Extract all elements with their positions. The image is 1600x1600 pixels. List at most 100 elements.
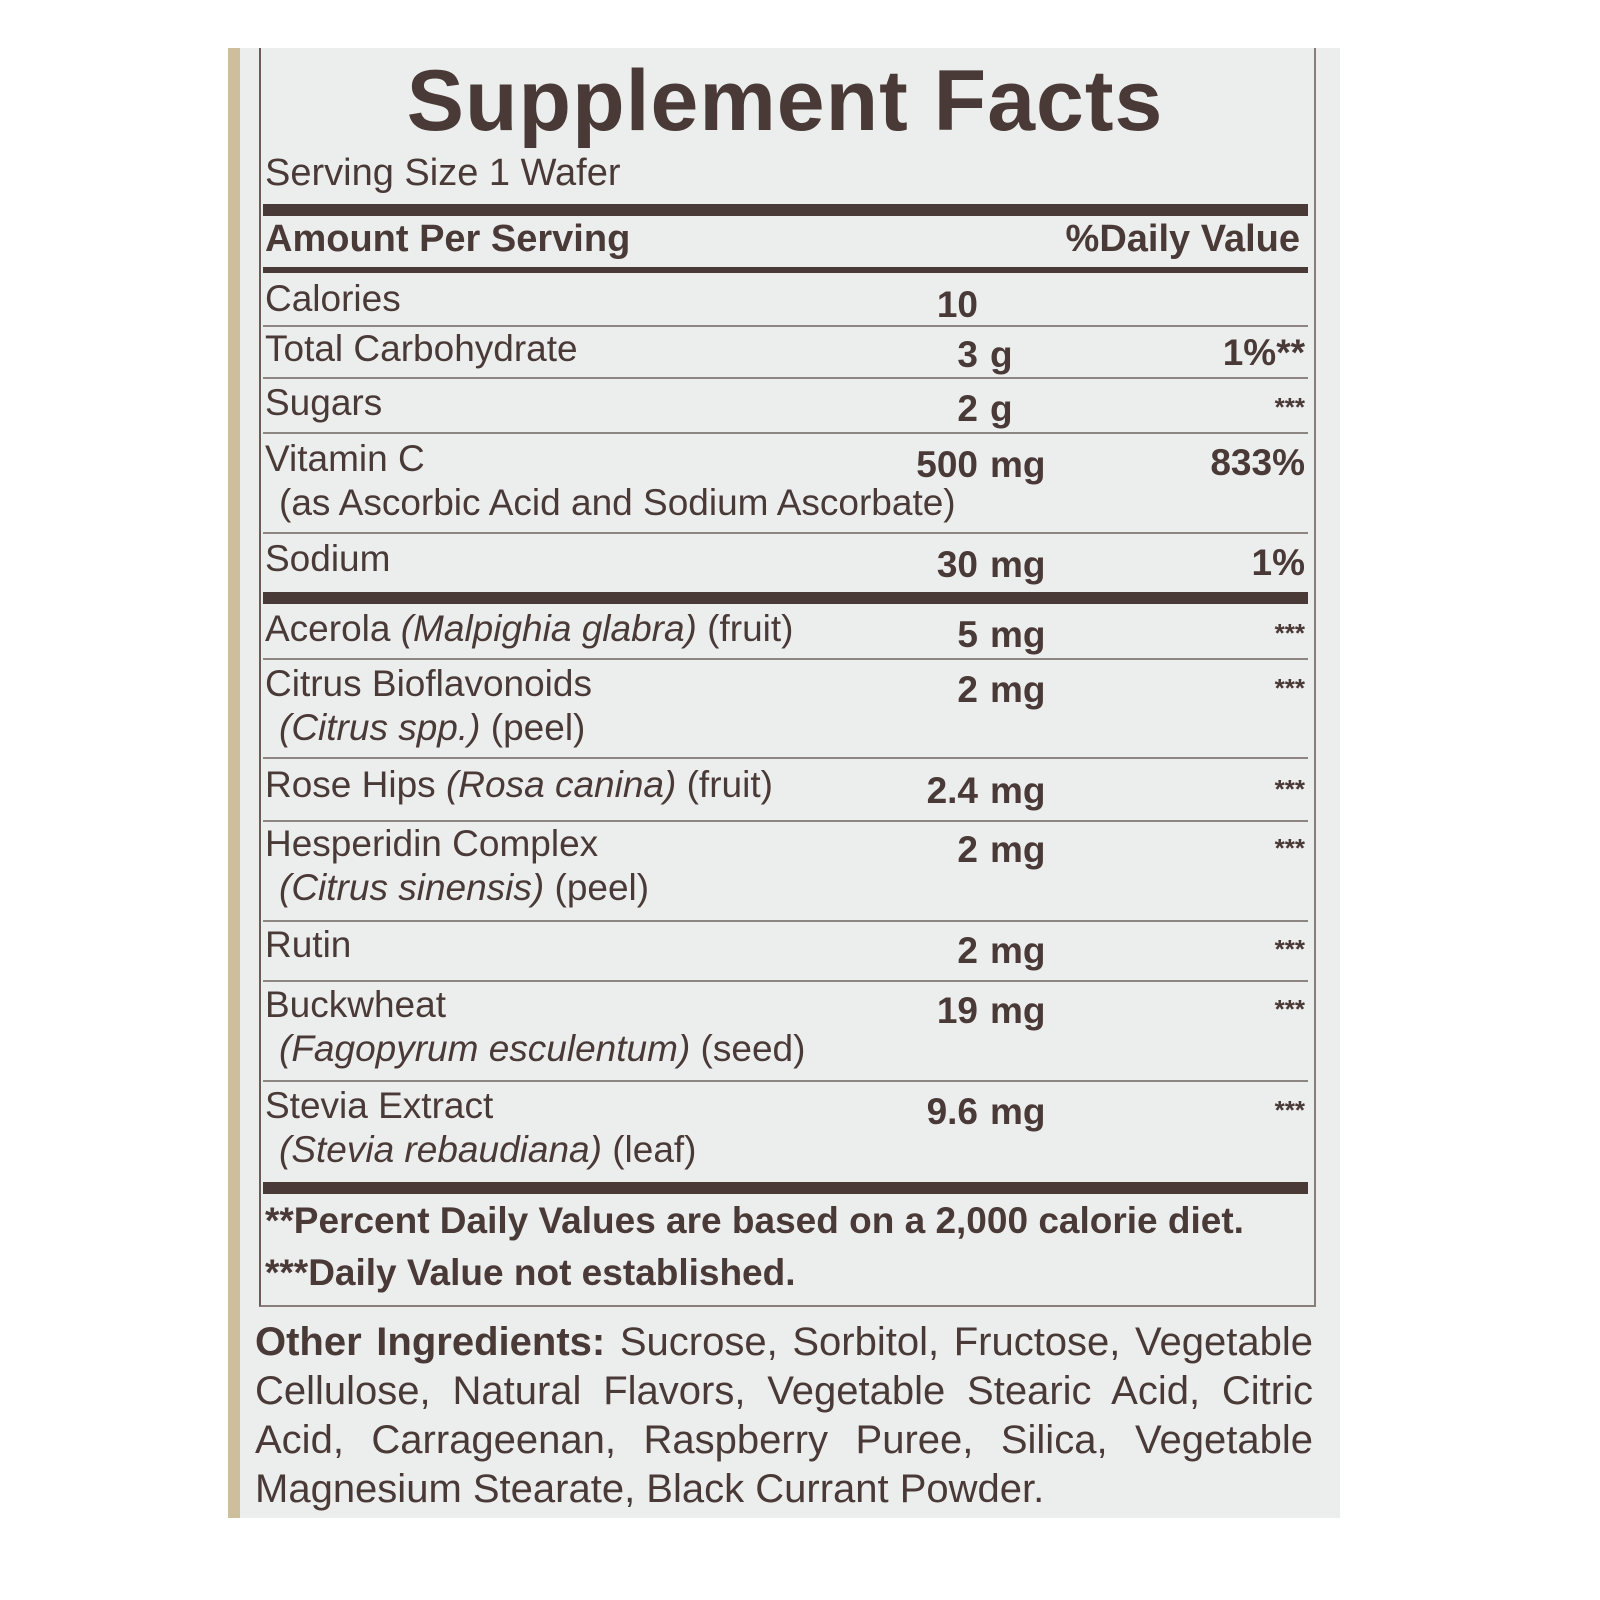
nutrient-name: Rutin xyxy=(265,923,351,967)
nutrient-label: Rose Hips xyxy=(265,764,436,805)
amount-unit: mg xyxy=(990,770,1046,811)
table-row: Calories 10 xyxy=(265,277,1305,367)
serving-size: Serving Size 1 Wafer xyxy=(265,152,621,194)
amount-header: Amount Per Serving xyxy=(265,218,631,260)
nutrient-source: (Citrus sinensis) (peel) xyxy=(279,866,649,910)
daily-value: *** xyxy=(1274,934,1305,964)
nutrient-name: Sodium xyxy=(265,537,390,581)
nutrient-label: Rutin xyxy=(265,924,352,965)
row-divider xyxy=(263,325,1308,327)
amount-value: 2.4 xyxy=(926,770,978,811)
daily-value: *** xyxy=(1274,1095,1305,1125)
row-divider xyxy=(263,1080,1308,1082)
nutrient-label: Total Carbohydrate xyxy=(265,328,578,369)
nutrient-label: Calories xyxy=(265,278,401,319)
amount-value: 2 xyxy=(957,388,978,429)
table-row: Sodium 30 mg 1% xyxy=(265,537,1305,627)
nutrient-label: Buckwheat xyxy=(265,984,446,1025)
footnote: ***Daily Value not established. xyxy=(265,1252,796,1293)
amount-value: 9.6 xyxy=(926,1091,978,1132)
row-divider xyxy=(263,532,1308,534)
nutrient-name: Hesperidin Complex xyxy=(265,822,598,866)
amount-unit: mg xyxy=(990,614,1046,655)
dv-header: %Daily Value xyxy=(1065,218,1300,260)
latin-name: (Malpighia glabra) xyxy=(400,608,697,649)
amount-value: 2 xyxy=(957,829,978,870)
row-divider xyxy=(263,980,1308,982)
amount-value: 2 xyxy=(957,669,978,710)
plant-part: (peel) xyxy=(554,867,650,908)
divider-medium xyxy=(263,267,1308,273)
amount-value: 19 xyxy=(936,990,978,1031)
nutrient-label: Sugars xyxy=(265,382,383,423)
footnote: **Percent Daily Values are based on a 2,… xyxy=(265,1200,1244,1241)
other-ingredients-label: Other Ingredients: xyxy=(255,1320,606,1364)
daily-value: 1% xyxy=(1251,542,1305,583)
row-divider xyxy=(263,920,1308,922)
amount-unit: mg xyxy=(990,829,1046,870)
table-row: Vitamin C (as Ascorbic Acid and Sodium As… xyxy=(265,437,1305,527)
panel-title: Supplement Facts xyxy=(406,53,1164,149)
other-ingredients: Other Ingredients: Sucrose, Sorbitol, Fr… xyxy=(255,1318,1313,1514)
table-row: Buckwheat (Fagopyrum esculentum) (seed) 19… xyxy=(265,983,1305,1073)
nutrient-name: Citrus Bioflavonoids xyxy=(265,662,592,706)
nutrient-source: (Fagopyrum esculentum) (seed) xyxy=(279,1027,805,1071)
plant-part: (fruit) xyxy=(707,608,794,649)
nutrient-source: (Stevia rebaudiana) (leaf) xyxy=(279,1128,697,1172)
nutrient-name: Buckwheat xyxy=(265,983,446,1027)
amount-value: 500 xyxy=(916,444,978,485)
amount-unit: mg xyxy=(990,1091,1046,1132)
table-row: Citrus Bioflavonoids (Citrus spp.) (peel)… xyxy=(265,662,1305,752)
label-background xyxy=(228,48,1340,1518)
nutrient-label: Hesperidin Complex xyxy=(265,823,599,864)
amount-value: 30 xyxy=(936,544,978,585)
nutrient-label: Stevia Extract xyxy=(265,1085,494,1126)
row-divider xyxy=(263,377,1308,379)
plant-part: (leaf) xyxy=(612,1129,697,1170)
amount-unit: mg xyxy=(990,544,1046,585)
daily-value: *** xyxy=(1274,392,1305,422)
daily-value: 833% xyxy=(1210,442,1305,483)
table-row: Rose Hips (Rosa canina) (fruit) 2.4 mg *** xyxy=(265,763,1305,853)
plant-part: (peel) xyxy=(490,707,586,748)
nutrient-name: Vitamin C xyxy=(265,437,425,481)
nutrient-name: Calories xyxy=(265,277,401,321)
daily-value: *** xyxy=(1274,618,1305,648)
divider-thick xyxy=(263,592,1308,604)
amount-unit: mg xyxy=(990,444,1046,485)
nutrient-name: Rose Hips (Rosa canina) (fruit) xyxy=(265,763,773,807)
amount-value: 10 xyxy=(936,284,978,325)
latin-name: (Stevia rebaudiana) xyxy=(279,1129,602,1170)
row-divider xyxy=(263,658,1308,660)
latin-name: (Rosa canina) xyxy=(445,764,677,805)
plant-part: (fruit) xyxy=(686,764,773,805)
amount-unit: g xyxy=(990,334,1013,375)
divider-thick xyxy=(263,1182,1308,1194)
row-divider xyxy=(263,820,1308,822)
amount-unit: g xyxy=(990,388,1013,429)
facts-panel-border xyxy=(259,48,1316,1307)
latin-name: (Citrus sinensis) xyxy=(279,867,545,908)
daily-value: 1%** xyxy=(1222,332,1305,373)
amount-unit: mg xyxy=(990,669,1046,710)
nutrient-name: Total Carbohydrate xyxy=(265,327,578,371)
table-row: Acerola (Malpighia glabra) (fruit) 5 mg *** xyxy=(265,607,1305,697)
daily-value: *** xyxy=(1274,673,1305,703)
table-row: Stevia Extract (Stevia rebaudiana) (leaf)… xyxy=(265,1084,1305,1174)
plant-part: (seed) xyxy=(700,1028,806,1069)
amount-value: 3 xyxy=(957,334,978,375)
daily-value: *** xyxy=(1274,774,1305,804)
divider-thick xyxy=(263,204,1308,216)
other-ingredients-text: Sucrose, Sorbitol, Fructose, Vegetable C… xyxy=(255,1320,1313,1511)
row-divider xyxy=(263,757,1308,759)
row-divider xyxy=(263,432,1308,434)
nutrient-name: Sugars xyxy=(265,381,382,425)
nutrient-label: Sodium xyxy=(265,538,391,579)
nutrient-label: Vitamin C xyxy=(265,438,425,479)
label-edge xyxy=(228,48,240,1518)
amount-unit: mg xyxy=(990,930,1046,971)
latin-name: (Fagopyrum esculentum) xyxy=(279,1028,691,1069)
table-row: Sugars 2 g *** xyxy=(265,381,1305,471)
daily-value: *** xyxy=(1274,833,1305,863)
latin-name: (Citrus spp.) xyxy=(279,707,481,748)
